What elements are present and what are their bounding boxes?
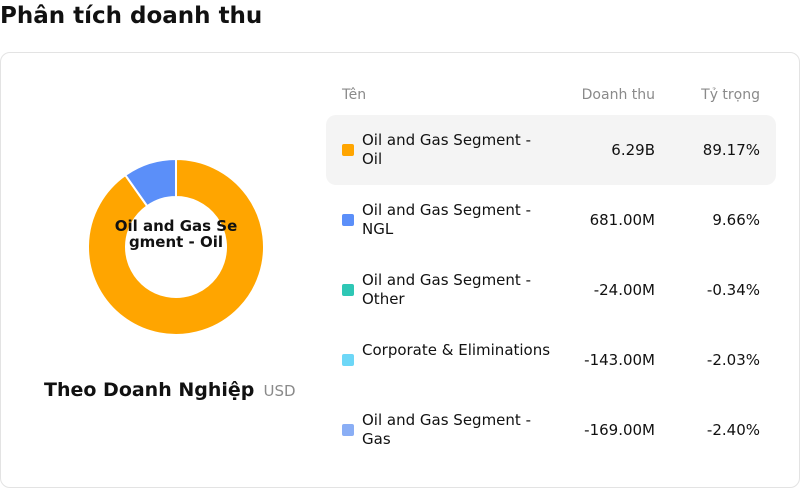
revenue-table: Tên Doanh thu Tỷ trọng Oil and Gas Segme…: [326, 87, 776, 465]
row-share: 89.17%: [702, 141, 760, 159]
table-row[interactable]: Oil and Gas Segment - Gas -169.00M -2.40…: [326, 395, 776, 465]
legend-swatch: [342, 284, 354, 296]
row-revenue: -143.00M: [584, 351, 655, 369]
row-name: Oil and Gas Segment - Other: [362, 271, 531, 308]
table-row[interactable]: Oil and Gas Segment - Other -24.00M -0.3…: [326, 255, 776, 325]
page-title: Phân tích doanh thu: [0, 3, 263, 29]
table-row[interactable]: Oil and Gas Segment - Oil 6.29B 89.17%: [326, 115, 776, 185]
header-share: Tỷ trọng: [701, 87, 760, 103]
donut-slice-1[interactable]: [123, 158, 177, 208]
row-share: 9.66%: [712, 211, 760, 229]
legend-swatch: [342, 214, 354, 226]
table-row[interactable]: Oil and Gas Segment - NGL 681.00M 9.66%: [326, 185, 776, 255]
donut-center-label: Oil and Gas Segment - Oil: [114, 218, 238, 251]
legend-swatch: [342, 144, 354, 156]
row-revenue: -24.00M: [593, 281, 655, 299]
header-name: Tên: [342, 87, 367, 103]
row-name: Oil and Gas Segment - Oil: [362, 131, 531, 168]
panel-title-group: Theo Doanh Nghiệp USD: [44, 379, 296, 401]
panel-title: Theo Doanh Nghiệp: [44, 379, 255, 401]
row-revenue: 6.29B: [611, 141, 655, 159]
donut-chart: Oil and Gas Segment - Oil: [87, 158, 265, 336]
row-name: Oil and Gas Segment - Gas: [362, 411, 531, 448]
row-share: -2.40%: [706, 421, 760, 439]
row-revenue: -169.00M: [584, 421, 655, 439]
table-header: Tên Doanh thu Tỷ trọng: [326, 87, 776, 115]
row-revenue: 681.00M: [589, 211, 655, 229]
legend-swatch: [342, 424, 354, 436]
donut-slice-0[interactable]: [87, 158, 265, 336]
currency-unit: USD: [263, 382, 296, 400]
header-revenue: Doanh thu: [581, 87, 655, 103]
row-name: Oil and Gas Segment - NGL: [362, 201, 531, 238]
revenue-analysis-card: Oil and Gas Segment - Oil Theo Doanh Ngh…: [0, 52, 800, 488]
row-share: -0.34%: [706, 281, 760, 299]
row-name: Corporate & Eliminations: [362, 341, 551, 359]
donut-chart-svg: [87, 158, 265, 336]
legend-swatch: [342, 354, 354, 366]
table-row[interactable]: Corporate & Eliminations -143.00M -2.03%: [326, 325, 776, 395]
row-share: -2.03%: [706, 351, 760, 369]
